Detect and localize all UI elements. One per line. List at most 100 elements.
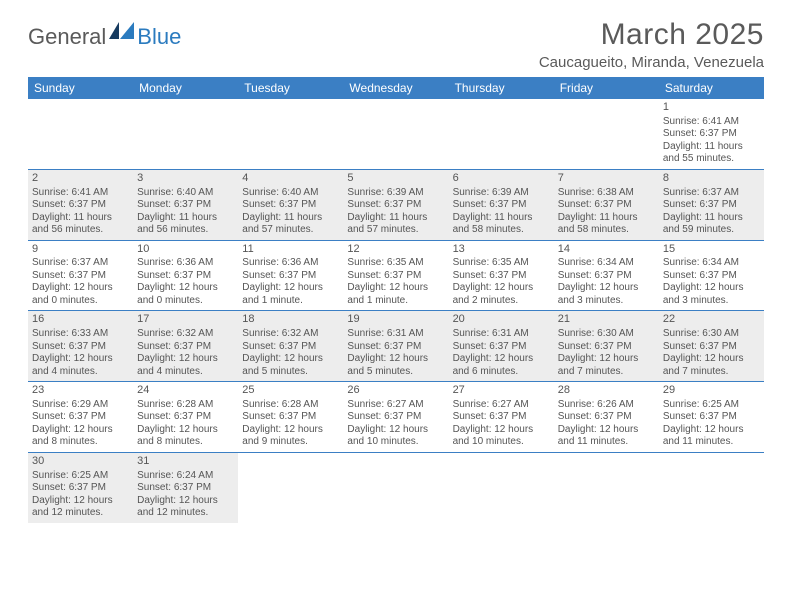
daylight-text: Daylight: 12 hours and 9 minutes. <box>242 424 339 449</box>
calendar-cell: 20Sunrise: 6:31 AMSunset: 6:37 PMDayligh… <box>449 311 554 381</box>
daylight-text: Daylight: 12 hours and 3 minutes. <box>663 282 760 307</box>
calendar-cell: 14Sunrise: 6:34 AMSunset: 6:37 PMDayligh… <box>554 241 659 311</box>
calendar-cell <box>343 99 448 169</box>
day-header-sunday: Sunday <box>28 77 133 99</box>
calendar-cell <box>28 99 133 169</box>
day-header-thursday: Thursday <box>449 77 554 99</box>
sunset-text: Sunset: 6:37 PM <box>558 270 655 283</box>
calendar-cell <box>238 99 343 169</box>
sunset-text: Sunset: 6:37 PM <box>558 411 655 424</box>
sunset-text: Sunset: 6:37 PM <box>453 199 550 212</box>
calendar-row: 9Sunrise: 6:37 AMSunset: 6:37 PMDaylight… <box>28 241 764 312</box>
sunrise-text: Sunrise: 6:25 AM <box>663 399 760 412</box>
sunrise-text: Sunrise: 6:33 AM <box>32 328 129 341</box>
calendar-cell: 22Sunrise: 6:30 AMSunset: 6:37 PMDayligh… <box>659 311 764 381</box>
page: General Blue March 2025 Caucagueito, Mir… <box>0 0 792 533</box>
calendar-cell: 21Sunrise: 6:30 AMSunset: 6:37 PMDayligh… <box>554 311 659 381</box>
sunset-text: Sunset: 6:37 PM <box>347 199 444 212</box>
calendar-cell: 31Sunrise: 6:24 AMSunset: 6:37 PMDayligh… <box>133 453 238 523</box>
flag-icon <box>109 21 135 46</box>
calendar-cell: 24Sunrise: 6:28 AMSunset: 6:37 PMDayligh… <box>133 382 238 452</box>
calendar-cell <box>659 453 764 523</box>
sunrise-text: Sunrise: 6:24 AM <box>137 470 234 483</box>
day-number: 14 <box>558 243 655 257</box>
sunrise-text: Sunrise: 6:40 AM <box>242 187 339 200</box>
day-number: 18 <box>242 313 339 327</box>
sunset-text: Sunset: 6:37 PM <box>453 270 550 283</box>
day-number: 19 <box>347 313 444 327</box>
sunset-text: Sunset: 6:37 PM <box>663 411 760 424</box>
sunset-text: Sunset: 6:37 PM <box>137 199 234 212</box>
calendar-cell: 13Sunrise: 6:35 AMSunset: 6:37 PMDayligh… <box>449 241 554 311</box>
daylight-text: Daylight: 12 hours and 0 minutes. <box>32 282 129 307</box>
sunrise-text: Sunrise: 6:25 AM <box>32 470 129 483</box>
day-number: 7 <box>558 172 655 186</box>
sunrise-text: Sunrise: 6:38 AM <box>558 187 655 200</box>
sunrise-text: Sunrise: 6:30 AM <box>663 328 760 341</box>
daylight-text: Daylight: 11 hours and 57 minutes. <box>347 212 444 237</box>
sunrise-text: Sunrise: 6:35 AM <box>347 257 444 270</box>
sunrise-text: Sunrise: 6:36 AM <box>242 257 339 270</box>
day-number: 6 <box>453 172 550 186</box>
calendar-cell <box>238 453 343 523</box>
day-number: 28 <box>558 384 655 398</box>
daylight-text: Daylight: 12 hours and 1 minute. <box>347 282 444 307</box>
calendar-body: 1Sunrise: 6:41 AMSunset: 6:37 PMDaylight… <box>28 99 764 523</box>
sunrise-text: Sunrise: 6:40 AM <box>137 187 234 200</box>
calendar-cell: 26Sunrise: 6:27 AMSunset: 6:37 PMDayligh… <box>343 382 448 452</box>
sunrise-text: Sunrise: 6:31 AM <box>453 328 550 341</box>
calendar-cell: 29Sunrise: 6:25 AMSunset: 6:37 PMDayligh… <box>659 382 764 452</box>
sunrise-text: Sunrise: 6:34 AM <box>663 257 760 270</box>
daylight-text: Daylight: 12 hours and 12 minutes. <box>137 495 234 520</box>
daylight-text: Daylight: 11 hours and 58 minutes. <box>453 212 550 237</box>
calendar-cell: 16Sunrise: 6:33 AMSunset: 6:37 PMDayligh… <box>28 311 133 381</box>
sunset-text: Sunset: 6:37 PM <box>32 482 129 495</box>
daylight-text: Daylight: 12 hours and 7 minutes. <box>663 353 760 378</box>
calendar-cell <box>133 99 238 169</box>
sunset-text: Sunset: 6:37 PM <box>453 411 550 424</box>
day-number: 9 <box>32 243 129 257</box>
day-number: 29 <box>663 384 760 398</box>
day-number: 24 <box>137 384 234 398</box>
sunrise-text: Sunrise: 6:28 AM <box>137 399 234 412</box>
sunset-text: Sunset: 6:37 PM <box>32 199 129 212</box>
sunset-text: Sunset: 6:37 PM <box>663 270 760 283</box>
calendar-cell <box>449 453 554 523</box>
sunset-text: Sunset: 6:37 PM <box>242 199 339 212</box>
calendar-cell: 2Sunrise: 6:41 AMSunset: 6:37 PMDaylight… <box>28 170 133 240</box>
calendar-cell: 30Sunrise: 6:25 AMSunset: 6:37 PMDayligh… <box>28 453 133 523</box>
sunrise-text: Sunrise: 6:30 AM <box>558 328 655 341</box>
daylight-text: Daylight: 12 hours and 6 minutes. <box>453 353 550 378</box>
day-number: 1 <box>663 101 760 115</box>
sunrise-text: Sunrise: 6:28 AM <box>242 399 339 412</box>
day-number: 8 <box>663 172 760 186</box>
day-number: 20 <box>453 313 550 327</box>
sunset-text: Sunset: 6:37 PM <box>242 270 339 283</box>
daylight-text: Daylight: 11 hours and 55 minutes. <box>663 141 760 166</box>
sunset-text: Sunset: 6:37 PM <box>558 341 655 354</box>
day-header-monday: Monday <box>133 77 238 99</box>
sunrise-text: Sunrise: 6:27 AM <box>453 399 550 412</box>
calendar-cell: 8Sunrise: 6:37 AMSunset: 6:37 PMDaylight… <box>659 170 764 240</box>
sunrise-text: Sunrise: 6:35 AM <box>453 257 550 270</box>
sunset-text: Sunset: 6:37 PM <box>347 411 444 424</box>
day-number: 25 <box>242 384 339 398</box>
calendar-cell: 23Sunrise: 6:29 AMSunset: 6:37 PMDayligh… <box>28 382 133 452</box>
sunrise-text: Sunrise: 6:31 AM <box>347 328 444 341</box>
calendar-cell: 6Sunrise: 6:39 AMSunset: 6:37 PMDaylight… <box>449 170 554 240</box>
day-header-saturday: Saturday <box>659 77 764 99</box>
sunset-text: Sunset: 6:37 PM <box>32 270 129 283</box>
daylight-text: Daylight: 12 hours and 3 minutes. <box>558 282 655 307</box>
calendar-cell: 25Sunrise: 6:28 AMSunset: 6:37 PMDayligh… <box>238 382 343 452</box>
daylight-text: Daylight: 11 hours and 59 minutes. <box>663 212 760 237</box>
calendar-cell: 7Sunrise: 6:38 AMSunset: 6:37 PMDaylight… <box>554 170 659 240</box>
day-number: 22 <box>663 313 760 327</box>
day-number: 4 <box>242 172 339 186</box>
daylight-text: Daylight: 12 hours and 12 minutes. <box>32 495 129 520</box>
day-number: 12 <box>347 243 444 257</box>
sunset-text: Sunset: 6:37 PM <box>663 128 760 141</box>
daylight-text: Daylight: 11 hours and 57 minutes. <box>242 212 339 237</box>
calendar-cell: 17Sunrise: 6:32 AMSunset: 6:37 PMDayligh… <box>133 311 238 381</box>
sunrise-text: Sunrise: 6:36 AM <box>137 257 234 270</box>
sunset-text: Sunset: 6:37 PM <box>137 270 234 283</box>
